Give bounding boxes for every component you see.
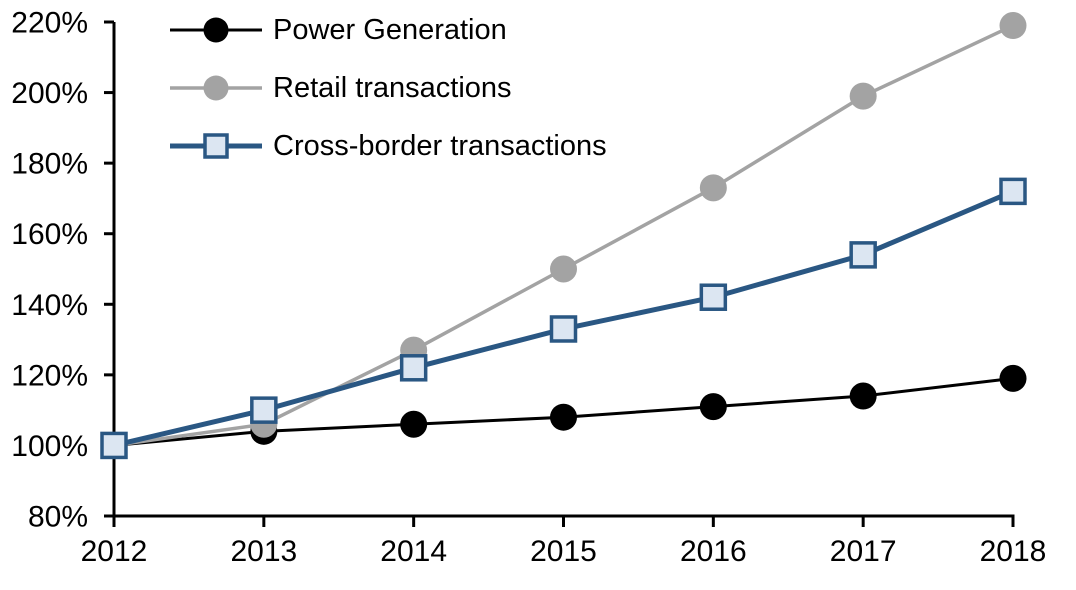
x-axis-tick-label: 2017: [830, 535, 897, 568]
data-point: [999, 177, 1027, 206]
legend-label-retail-transactions: Retail transactions: [273, 72, 512, 104]
x-axis-tick-label: 2014: [380, 535, 447, 568]
legend-item-retail-transactions: Retail transactions: [170, 71, 607, 105]
data-point: [849, 241, 877, 269]
legend-swatch-retail-transactions-icon: [170, 75, 262, 101]
data-point: [550, 255, 577, 283]
y-axis-tick-label: 100%: [11, 430, 88, 463]
data-point: [400, 410, 428, 438]
data-point: [549, 315, 578, 343]
data-point: [699, 283, 728, 311]
data-point: [399, 354, 428, 382]
legend-label-cross-border-transactions: Cross-border transactions: [273, 130, 607, 162]
x-axis-tick-label: 2015: [530, 535, 597, 568]
y-axis-tick-label: 120%: [11, 359, 88, 392]
y-axis-tick-label: 160%: [11, 218, 88, 251]
y-axis-tick-label: 220%: [11, 7, 88, 40]
y-axis-tick-label: 140%: [11, 289, 88, 322]
data-point: [999, 364, 1027, 392]
y-axis-tick-label: 80%: [28, 501, 88, 534]
legend-item-power-generation: Power Generation: [170, 13, 607, 47]
legend-label-power-generation: Power Generation: [273, 14, 507, 46]
x-axis-tick-label: 2018: [980, 535, 1047, 568]
data-point: [849, 82, 877, 110]
y-axis-tick-label: 200%: [11, 77, 88, 110]
data-point: [100, 431, 128, 460]
x-axis-tick-label: 2013: [230, 535, 297, 568]
data-point: [849, 382, 877, 410]
legend-item-cross-border-transactions: Cross-border transactions: [170, 129, 607, 163]
y-axis-tick-label: 180%: [11, 148, 88, 181]
data-point: [250, 396, 278, 424]
legend: Power Generation Retail transactions Cro…: [170, 13, 607, 163]
x-axis-tick-label: 2012: [81, 535, 148, 568]
data-point: [550, 403, 577, 431]
legend-swatch-power-generation-icon: [170, 17, 262, 43]
legend-swatch-cross-border-transactions-icon: [170, 133, 262, 159]
data-point: [999, 12, 1027, 40]
data-point: [699, 174, 727, 202]
data-point: [699, 393, 727, 421]
x-axis-tick-label: 2016: [680, 535, 747, 568]
